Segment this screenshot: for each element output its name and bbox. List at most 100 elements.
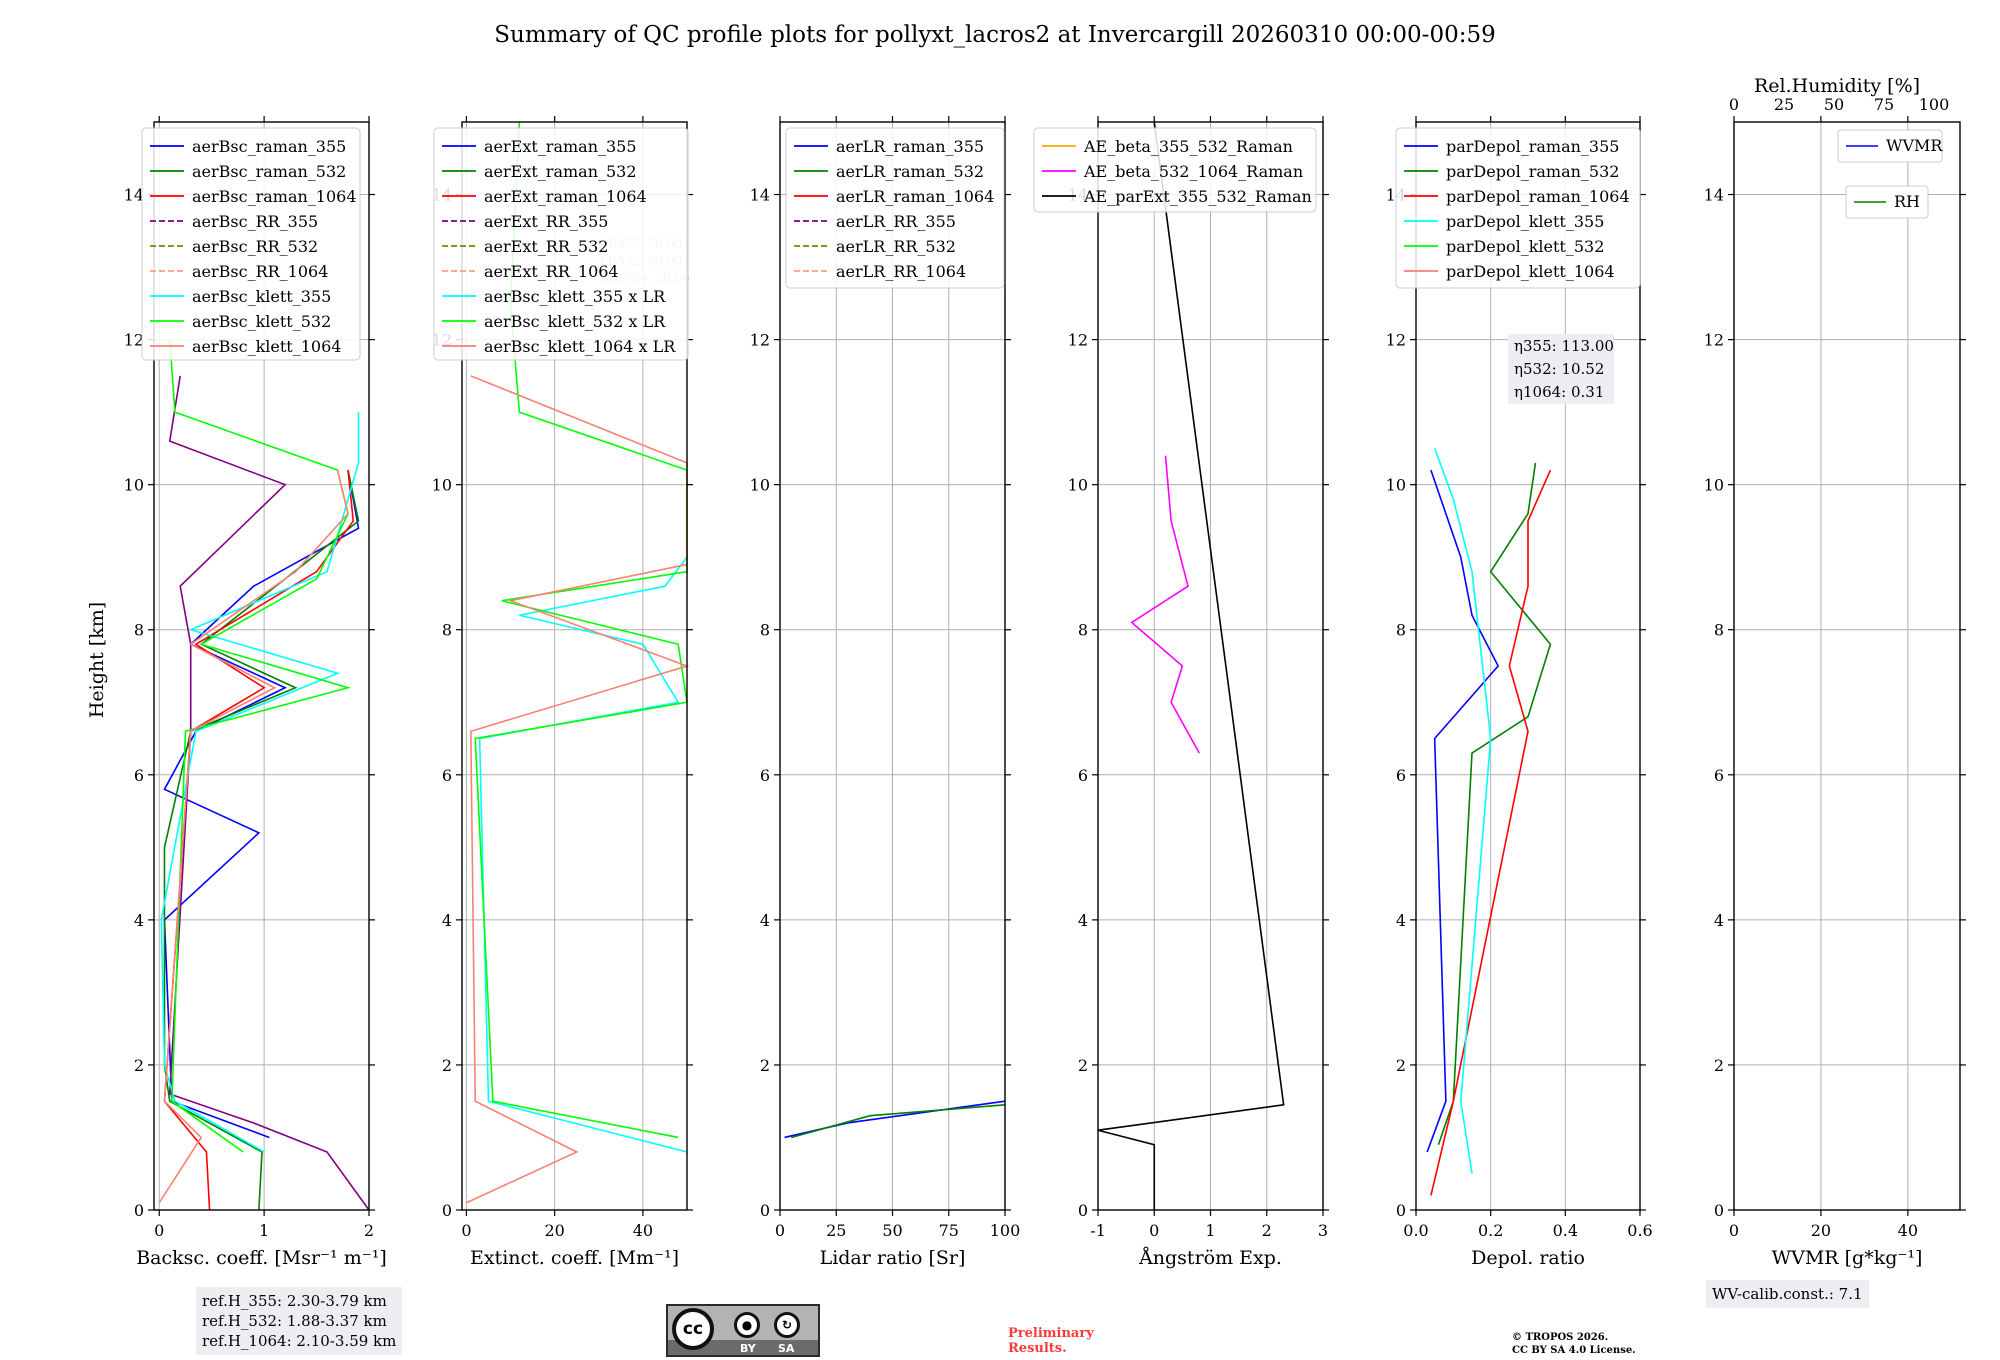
- x-tick-label: 0.4: [1553, 1221, 1578, 1240]
- y-tick-label: 6: [442, 766, 452, 785]
- legend-label: AE_beta_355_532_Raman: [1083, 137, 1293, 156]
- x-tick-label: -1: [1090, 1221, 1106, 1240]
- legend-box: [1395, 127, 1641, 289]
- x-tick-label: 2: [1262, 1221, 1272, 1240]
- y-tick-label: 0: [760, 1201, 770, 1220]
- eta-note: η355: 113.00 η532: 10.52 η1064: 0.31: [1508, 334, 1614, 404]
- x-axis-label: Depol. ratio: [1471, 1247, 1585, 1269]
- legend-label: aerLR_RR_1064: [836, 262, 966, 281]
- x-axis-label: Ångström Exp.: [1138, 1247, 1282, 1269]
- x-tick-label: 0.6: [1627, 1221, 1652, 1240]
- y-tick-label: 14: [124, 186, 144, 205]
- y-tick-label: 0: [134, 1201, 144, 1220]
- x-tick-label: 0: [1729, 1221, 1739, 1240]
- legend-label: aerLR_raman_1064: [836, 187, 994, 206]
- rh-tick-label: 0: [1729, 95, 1739, 114]
- x-tick-label: 100: [990, 1221, 1021, 1240]
- share-alike-icon: ↻: [774, 1312, 800, 1338]
- y-tick-label: 4: [1396, 911, 1406, 930]
- y-tick-label: 8: [442, 621, 452, 640]
- axes-frame: [461, 121, 688, 1211]
- y-tick-label: 6: [1396, 766, 1406, 785]
- legend-label: aerBsc_RR_1064: [192, 262, 328, 281]
- x-tick-label: 1: [1205, 1221, 1215, 1240]
- y-tick-label: 2: [1078, 1056, 1088, 1075]
- y-tick-label: 2: [1396, 1056, 1406, 1075]
- legend-label: parDepol_klett_355: [1446, 212, 1604, 231]
- y-tick-label: 0: [1078, 1201, 1088, 1220]
- x-tick-label: 0.0: [1403, 1221, 1428, 1240]
- y-tick-label: 12: [1068, 331, 1088, 350]
- legend-label: AE_parExt_355_532_Raman: [1083, 187, 1312, 206]
- cc-icon: cc: [672, 1308, 714, 1350]
- ref-height-532: ref.H_532: 1.88-3.37 km: [202, 1312, 387, 1330]
- series-line-aerBsc_klett_355: [160, 412, 360, 1153]
- x-tick-label: 40: [633, 1221, 653, 1240]
- x-tick-label: 0: [461, 1221, 471, 1240]
- series-line-aerBsc_raman_355: [163, 470, 360, 1139]
- legend-extinction: aerExt_raman_355 aerExt_raman_532 aerExt_r…: [433, 127, 689, 361]
- x-tick-label: 75: [939, 1221, 959, 1240]
- x-axis-label: Extinct. coeff. [Mm⁻¹]: [470, 1247, 679, 1269]
- legend-wvmr: WVMR: [1837, 129, 1943, 163]
- series-line-aerBsc_klett_1064: [158, 469, 349, 1204]
- series-line-aerBsc_klett_532: [168, 339, 351, 1153]
- y-tick-label: 2: [134, 1056, 144, 1075]
- y-tick-label: 4: [1078, 911, 1088, 930]
- sa-label: SA: [778, 1342, 795, 1355]
- x-tick-label: 20: [1811, 1221, 1831, 1240]
- copyright-note: © TROPOS 2026. CC BY SA 4.0 License.: [1512, 1332, 1636, 1356]
- legend-label: aerBsc_raman_532: [192, 162, 346, 181]
- series-line-aerLR_raman_355: [784, 1100, 1006, 1139]
- y-tick-label: 14: [1704, 186, 1724, 205]
- x-tick-label: 0.2: [1478, 1221, 1503, 1240]
- y-tick-label: 8: [1078, 621, 1088, 640]
- legend-label: AE_beta_532_1064_Raman: [1083, 162, 1303, 181]
- y-tick-label: 2: [1714, 1056, 1724, 1075]
- x-tick-label: 0: [154, 1221, 164, 1240]
- y-tick-label: 12: [124, 331, 144, 350]
- wv-calib-text: WV-calib.const.: 7.1: [1712, 1285, 1863, 1303]
- y-tick-label: 12: [1386, 331, 1406, 350]
- y-tick-label: 8: [760, 621, 770, 640]
- legend-label: aerBsc_klett_1064 x LR: [484, 337, 676, 356]
- y-axis-label: Height [km]: [86, 602, 108, 718]
- legend-angstrom: AE_beta_355_532_Raman AE_beta_532_1064_Ra…: [1033, 127, 1317, 213]
- y-tick-label: 12: [750, 331, 770, 350]
- y-tick-label: 4: [1714, 911, 1724, 930]
- x-axis-label: Backsc. coeff. [Msr⁻¹ m⁻¹]: [136, 1247, 387, 1269]
- preliminary-note: Preliminary Results.: [1008, 1326, 1094, 1356]
- x-tick-label: 2: [364, 1221, 374, 1240]
- eta-value: η532: 10.52: [1514, 360, 1604, 378]
- x-axis-label: Lidar ratio [Sr]: [820, 1247, 966, 1269]
- ref-height-1064: ref.H_1064: 2.10-3.59 km: [202, 1332, 397, 1350]
- rh-tick-label: 75: [1874, 95, 1894, 114]
- legend-label: aerBsc_klett_532: [192, 312, 331, 331]
- y-tick-label: 8: [134, 621, 144, 640]
- legend-label: aerExt_RR_1064: [484, 262, 619, 281]
- legend-label: aerBsc_RR_355: [192, 212, 318, 231]
- legend-label: aerExt_raman_355: [484, 137, 637, 156]
- y-tick-label: 4: [134, 911, 144, 930]
- wv-calib-box: WV-calib.const.: 7.1: [1706, 1280, 1869, 1308]
- legend-box: [1845, 185, 1929, 219]
- legend-label: aerLR_RR_532: [836, 237, 956, 256]
- y-tick-label: 0: [1714, 1201, 1724, 1220]
- y-tick-label: 10: [750, 476, 770, 495]
- y-tick-label: 4: [760, 911, 770, 930]
- y-tick-label: 10: [124, 476, 144, 495]
- y-tick-label: 10: [432, 476, 452, 495]
- y-tick-label: 10: [1386, 476, 1406, 495]
- series-line-aerBsc_klett_355 x LR: [478, 556, 688, 1153]
- y-tick-label: 12: [1704, 331, 1724, 350]
- legend-depolarization: parDepol_raman_355 parDepol_raman_532 parD…: [1395, 127, 1641, 289]
- x-tick-label: 1: [259, 1221, 269, 1240]
- x-tick-label: 40: [1898, 1221, 1918, 1240]
- y-tick-label: 2: [442, 1056, 452, 1075]
- legend-label: aerBsc_raman_355: [192, 137, 346, 156]
- legend-label: WVMR: [1886, 136, 1943, 155]
- legend-label: RH: [1894, 192, 1920, 211]
